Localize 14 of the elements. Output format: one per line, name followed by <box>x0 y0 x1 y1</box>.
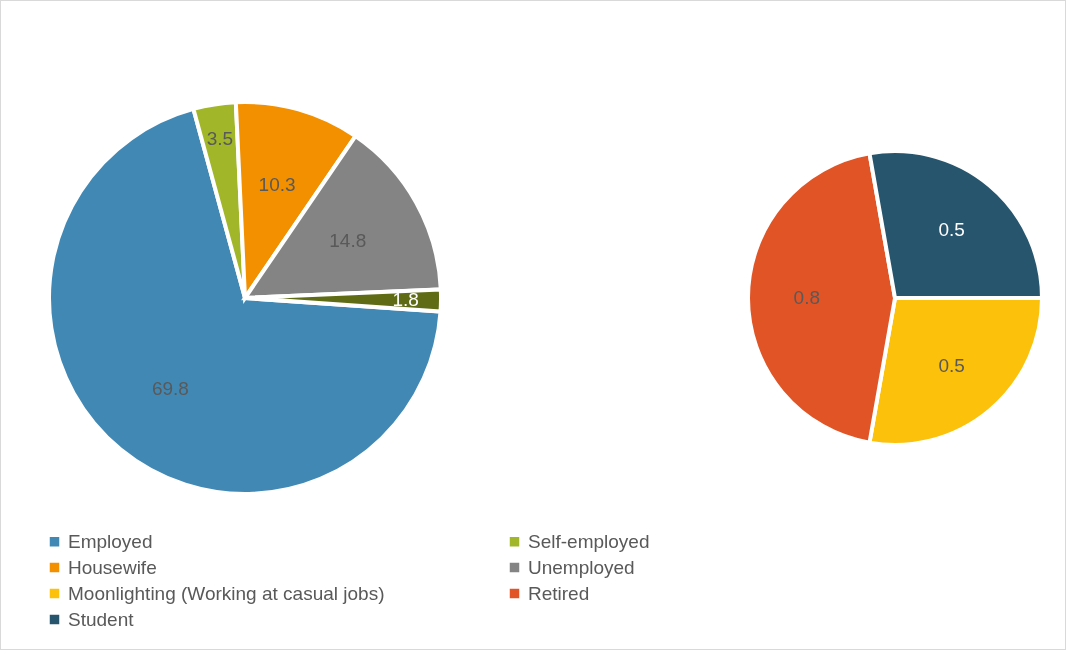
legend-label: Housewife <box>68 556 157 578</box>
data-label: 0.5 <box>938 219 965 241</box>
legend-label: Moonlighting (Working at casual jobs) <box>68 582 385 604</box>
data-label: 10.3 <box>258 173 296 195</box>
data-label: 69.8 <box>151 377 189 399</box>
data-label: 3.5 <box>206 128 234 150</box>
data-label: 0.8 <box>793 287 821 308</box>
legend-label: Self-employed <box>528 530 650 552</box>
data-label: 0.5 <box>938 354 965 376</box>
legend-label: Retired <box>528 582 590 604</box>
legend-label: Student <box>68 608 135 630</box>
data-label: 1.8 <box>392 289 419 311</box>
legend-label: Unemployed <box>528 556 635 578</box>
legend-label: Employed <box>68 530 153 552</box>
